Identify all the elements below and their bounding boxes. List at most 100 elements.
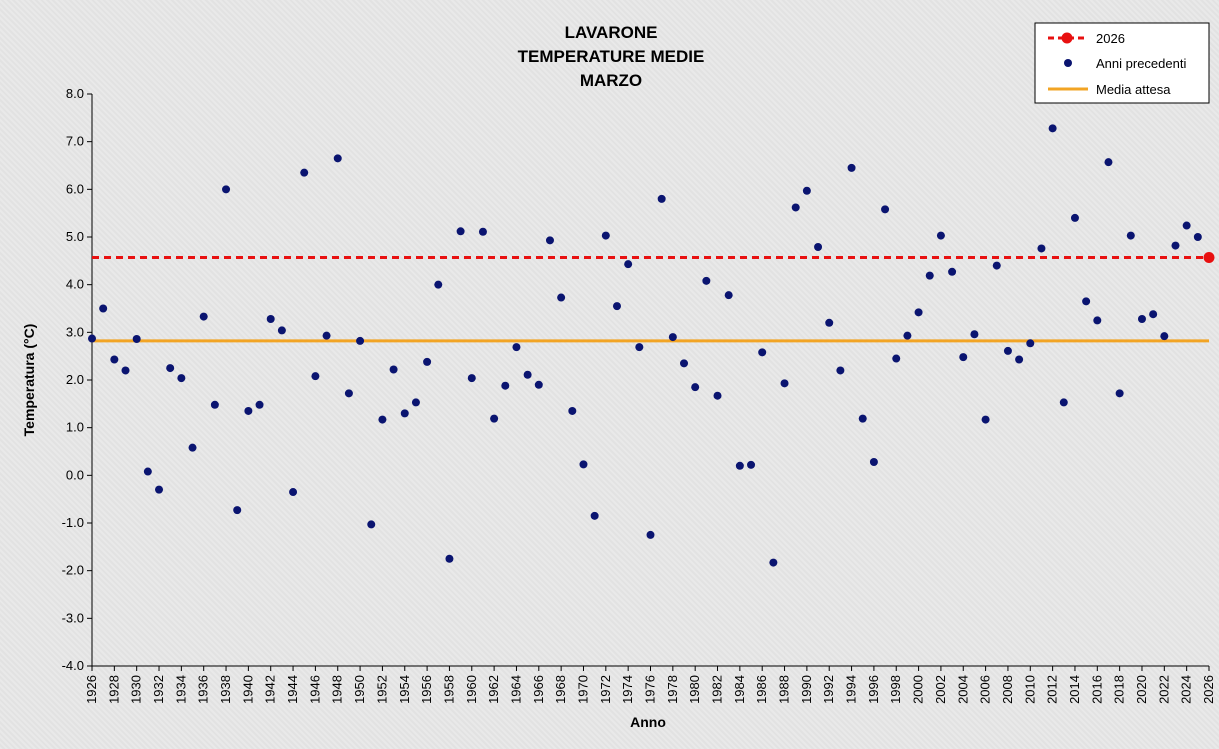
data-point-2011	[1037, 244, 1046, 253]
data-point-2006	[981, 415, 990, 424]
data-point-1926	[88, 334, 96, 343]
data-point-2025	[1193, 233, 1202, 241]
data-point-2012	[1048, 124, 1057, 133]
x-tick-label: 1956	[419, 675, 434, 704]
data-point-2003	[948, 267, 957, 276]
data-point-2023	[1171, 241, 1180, 250]
data-point-2007	[992, 261, 1001, 270]
data-point-1998	[892, 354, 901, 363]
data-point-1949	[344, 389, 353, 398]
legend-marker-anni-precedenti	[1064, 59, 1072, 67]
x-tick-label: 1976	[643, 675, 658, 704]
data-point-1936	[199, 312, 208, 321]
data-point-1980	[691, 383, 700, 392]
x-tick-label: 1960	[464, 675, 479, 704]
x-tick-label: 1970	[575, 675, 590, 704]
x-tick-label: 1946	[307, 675, 322, 704]
data-point-2005	[970, 330, 979, 339]
data-point-2019	[1126, 231, 1135, 240]
x-tick-label: 1954	[397, 675, 412, 704]
x-tick-label: 1998	[888, 675, 903, 704]
x-tick-label: 2004	[955, 675, 970, 704]
data-point-1944	[289, 488, 298, 497]
data-point-1934	[177, 374, 186, 383]
data-point-1961	[478, 227, 487, 236]
data-point-2026	[1203, 251, 1215, 263]
x-tick-label: 1948	[330, 675, 345, 704]
data-point-1948	[333, 154, 342, 163]
x-tick-label: 2006	[978, 675, 993, 704]
x-tick-label: 1990	[799, 675, 814, 704]
data-point-1970	[579, 460, 588, 469]
data-point-2008	[1003, 346, 1012, 355]
x-tick-label: 2000	[911, 675, 926, 704]
x-tick-label: 1996	[866, 675, 881, 704]
data-point-1928	[110, 355, 119, 364]
data-point-1999	[903, 331, 912, 340]
data-point-1964	[512, 343, 521, 352]
x-tick-label: 1934	[173, 675, 188, 704]
data-point-1994	[847, 163, 856, 172]
x-tick-label: 2020	[1134, 675, 1149, 704]
data-point-1940	[244, 406, 253, 415]
data-point-1990	[802, 186, 811, 195]
data-point-1991	[814, 243, 823, 252]
x-tick-label: 1958	[441, 675, 456, 704]
data-point-1954	[400, 409, 409, 418]
data-point-1995	[858, 414, 867, 423]
x-tick-label: 1966	[531, 675, 546, 704]
title-line-3: MARZO	[580, 71, 642, 90]
data-point-1992	[825, 318, 834, 327]
data-point-1996	[869, 457, 878, 466]
legend-label-2026: 2026	[1096, 31, 1125, 46]
data-point-2002	[936, 231, 945, 240]
reference-lines	[92, 255, 1209, 343]
data-point-1975	[635, 343, 644, 352]
y-axis-title: Temperatura (°C)	[21, 324, 37, 437]
data-point-1968	[557, 293, 566, 302]
data-point-1930	[132, 335, 141, 344]
data-point-1974	[624, 260, 633, 269]
x-tick-label: 1978	[665, 675, 680, 704]
data-point-1956	[423, 357, 432, 366]
x-tick-label: 2018	[1112, 675, 1127, 704]
data-point-1966	[534, 380, 543, 389]
legend-label-anni-precedenti: Anni precedenti	[1096, 56, 1186, 71]
data-point-1945	[300, 168, 309, 177]
data-point-1978	[668, 333, 677, 342]
data-point-1984	[735, 461, 744, 470]
data-point-1943	[277, 326, 286, 335]
data-point-2017	[1104, 158, 1113, 167]
data-point-1941	[255, 400, 264, 409]
data-point-1977	[657, 194, 666, 203]
data-point-1976	[646, 530, 655, 539]
title-line-1: LAVARONE	[565, 23, 658, 42]
data-point-2022	[1160, 332, 1169, 341]
data-point-1971	[590, 511, 599, 520]
y-tick-label: -1.0	[62, 515, 84, 530]
x-tick-label: 1982	[710, 675, 725, 704]
x-tick-label: 2016	[1089, 675, 1104, 704]
data-point-1965	[523, 370, 532, 379]
x-tick-label: 1938	[218, 675, 233, 704]
data-point-1983	[724, 291, 733, 300]
data-point-1942	[266, 314, 275, 323]
y-tick-label: 7.0	[66, 134, 84, 149]
data-point-1969	[568, 406, 577, 415]
data-point-1955	[411, 398, 420, 407]
data-point-1935	[188, 443, 197, 452]
x-tick-label: 1944	[285, 675, 300, 704]
x-tick-label: 1962	[486, 675, 501, 704]
x-tick-label: 1942	[263, 675, 278, 704]
data-point-1986	[758, 348, 767, 357]
x-tick-label: 2002	[933, 675, 948, 704]
y-tick-label: 3.0	[66, 324, 84, 339]
x-tick-label: 2012	[1045, 675, 1060, 704]
x-tick-label: 1950	[352, 675, 367, 704]
y-tick-label: 2.0	[66, 372, 84, 387]
x-tick-label: 1936	[196, 675, 211, 704]
data-point-2018	[1115, 389, 1124, 398]
data-point-1973	[612, 302, 621, 311]
data-point-1933	[166, 364, 175, 373]
